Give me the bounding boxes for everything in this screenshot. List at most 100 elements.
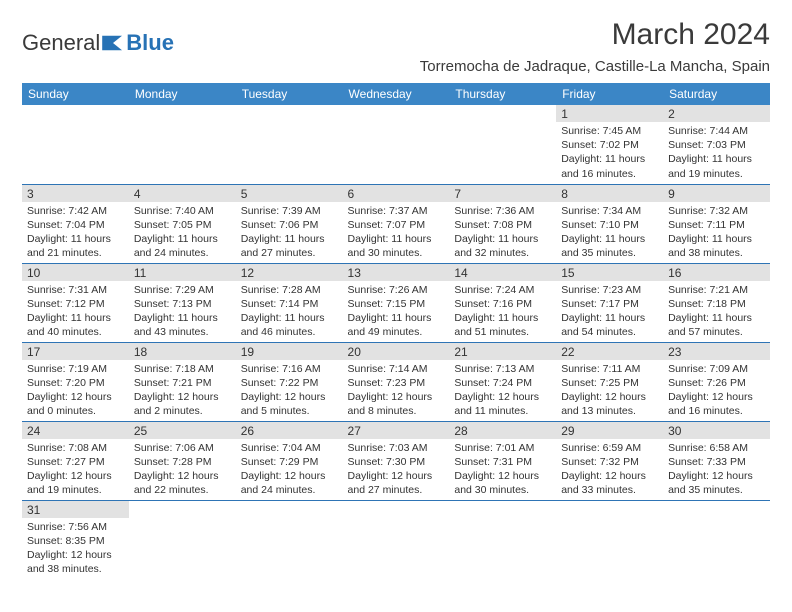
calendar-cell: 31 Sunrise: 7:56 AMSunset: 8:35 PMDayligh… — [22, 500, 129, 579]
logo-text-blue: Blue — [126, 30, 174, 56]
calendar-cell: 26 Sunrise: 7:04 AMSunset: 7:29 PMDayligh… — [236, 421, 343, 500]
day-number: 3 — [22, 185, 129, 202]
calendar-cell: 18Sunrise: 7:18 AMSunset: 7:21 PMDayligh… — [129, 342, 236, 421]
day-of-week-header: Saturday — [663, 83, 770, 105]
day-info: Sunrise: 7:56 AMSunset: 8:35 PMDaylight:… — [27, 520, 124, 577]
day-info: Sunrise: 7:40 AMSunset: 7:05 PMDaylight:… — [134, 204, 231, 261]
calendar-cell: 10 Sunrise: 7:31 AMSunset: 7:12 PMDayligh… — [22, 263, 129, 342]
day-info: Sunrise: 7:29 AMSunset: 7:13 PMDaylight:… — [134, 283, 231, 340]
day-number: 10 — [22, 264, 129, 281]
calendar-cell: 27 Sunrise: 7:03 AMSunset: 7:30 PMDayligh… — [343, 421, 450, 500]
day-info: Sunrise: 7:24 AMSunset: 7:16 PMDaylight:… — [454, 283, 551, 340]
calendar-cell: 12Sunrise: 7:28 AMSunset: 7:14 PMDayligh… — [236, 263, 343, 342]
calendar-cell: 9 Sunrise: 7:32 AMSunset: 7:11 PMDaylight… — [663, 184, 770, 263]
calendar-cell — [343, 500, 450, 579]
day-number: 27 — [343, 422, 450, 439]
day-of-week-header: Thursday — [449, 83, 556, 105]
day-info: Sunrise: 7:23 AMSunset: 7:17 PMDaylight:… — [561, 283, 658, 340]
logo-text-general: General — [22, 30, 100, 56]
title-block: March 2024 Torremocha de Jadraque, Casti… — [420, 18, 770, 75]
calendar-cell: 29 Sunrise: 6:59 AMSunset: 7:32 PMDayligh… — [556, 421, 663, 500]
calendar-cell: 4 Sunrise: 7:40 AMSunset: 7:05 PMDaylight… — [129, 184, 236, 263]
calendar-cell: 6Sunrise: 7:37 AMSunset: 7:07 PMDaylight… — [343, 184, 450, 263]
calendar-cell — [129, 500, 236, 579]
calendar-cell — [556, 500, 663, 579]
calendar-cell: 21 Sunrise: 7:13 AMSunset: 7:24 PMDayligh… — [449, 342, 556, 421]
day-number: 14 — [449, 264, 556, 281]
day-info: Sunrise: 7:36 AMSunset: 7:08 PMDaylight:… — [454, 204, 551, 261]
calendar-week-row: 24Sunrise: 7:08 AMSunset: 7:27 PMDayligh… — [22, 421, 770, 500]
day-info: Sunrise: 7:26 AMSunset: 7:15 PMDaylight:… — [348, 283, 445, 340]
calendar-cell — [663, 500, 770, 579]
calendar-cell: 23 Sunrise: 7:09 AMSunset: 7:26 PMDayligh… — [663, 342, 770, 421]
calendar-cell: 17 Sunrise: 7:19 AMSunset: 7:20 PMDayligh… — [22, 342, 129, 421]
calendar-cell: 11Sunrise: 7:29 AMSunset: 7:13 PMDayligh… — [129, 263, 236, 342]
calendar-cell: 19 Sunrise: 7:16 AMSunset: 7:22 PMDayligh… — [236, 342, 343, 421]
calendar-week-row: 1Sunrise: 7:45 AMSunset: 7:02 PMDaylight… — [22, 105, 770, 184]
calendar-week-row: 31 Sunrise: 7:56 AMSunset: 8:35 PMDayligh… — [22, 500, 770, 579]
day-number: 7 — [449, 185, 556, 202]
day-number: 28 — [449, 422, 556, 439]
day-info: Sunrise: 7:13 AMSunset: 7:24 PMDaylight:… — [454, 362, 551, 419]
month-title: March 2024 — [420, 18, 770, 52]
day-number: 18 — [129, 343, 236, 360]
day-number: 23 — [663, 343, 770, 360]
day-info: Sunrise: 7:19 AMSunset: 7:20 PMDaylight:… — [27, 362, 124, 419]
day-info: Sunrise: 7:03 AMSunset: 7:30 PMDaylight:… — [348, 441, 445, 498]
calendar-week-row: 10 Sunrise: 7:31 AMSunset: 7:12 PMDayligh… — [22, 263, 770, 342]
day-number: 17 — [22, 343, 129, 360]
day-info: Sunrise: 7:01 AMSunset: 7:31 PMDaylight:… — [454, 441, 551, 498]
day-number: 4 — [129, 185, 236, 202]
day-of-week-header: Tuesday — [236, 83, 343, 105]
day-info: Sunrise: 7:09 AMSunset: 7:26 PMDaylight:… — [668, 362, 765, 419]
calendar-cell: 1Sunrise: 7:45 AMSunset: 7:02 PMDaylight… — [556, 105, 663, 184]
day-number: 25 — [129, 422, 236, 439]
calendar-cell — [343, 105, 450, 184]
calendar-cell: 8 Sunrise: 7:34 AMSunset: 7:10 PMDaylight… — [556, 184, 663, 263]
day-number: 19 — [236, 343, 343, 360]
day-info: Sunrise: 7:42 AMSunset: 7:04 PMDaylight:… — [27, 204, 124, 261]
day-number: 6 — [343, 185, 450, 202]
day-info: Sunrise: 7:11 AMSunset: 7:25 PMDaylight:… — [561, 362, 658, 419]
calendar-cell: 16 Sunrise: 7:21 AMSunset: 7:18 PMDayligh… — [663, 263, 770, 342]
day-info: Sunrise: 7:06 AMSunset: 7:28 PMDaylight:… — [134, 441, 231, 498]
day-number: 8 — [556, 185, 663, 202]
calendar-cell: 2Sunrise: 7:44 AMSunset: 7:03 PMDaylight… — [663, 105, 770, 184]
day-of-week-header: Wednesday — [343, 83, 450, 105]
calendar-cell — [236, 500, 343, 579]
calendar-cell: 28 Sunrise: 7:01 AMSunset: 7:31 PMDayligh… — [449, 421, 556, 500]
day-info: Sunrise: 7:34 AMSunset: 7:10 PMDaylight:… — [561, 204, 658, 261]
day-number: 29 — [556, 422, 663, 439]
calendar-cell: 14 Sunrise: 7:24 AMSunset: 7:16 PMDayligh… — [449, 263, 556, 342]
calendar-cell: 7 Sunrise: 7:36 AMSunset: 7:08 PMDaylight… — [449, 184, 556, 263]
day-info: Sunrise: 7:16 AMSunset: 7:22 PMDaylight:… — [241, 362, 338, 419]
day-number: 24 — [22, 422, 129, 439]
calendar-cell: 5Sunrise: 7:39 AMSunset: 7:06 PMDaylight… — [236, 184, 343, 263]
calendar-body: 1Sunrise: 7:45 AMSunset: 7:02 PMDaylight… — [22, 105, 770, 579]
calendar-week-row: 17 Sunrise: 7:19 AMSunset: 7:20 PMDayligh… — [22, 342, 770, 421]
logo: General Blue — [22, 30, 174, 56]
calendar-cell: 24Sunrise: 7:08 AMSunset: 7:27 PMDayligh… — [22, 421, 129, 500]
day-info: Sunrise: 7:14 AMSunset: 7:23 PMDaylight:… — [348, 362, 445, 419]
calendar-cell — [236, 105, 343, 184]
day-info: Sunrise: 7:32 AMSunset: 7:11 PMDaylight:… — [668, 204, 765, 261]
calendar-cell: 3 Sunrise: 7:42 AMSunset: 7:04 PMDaylight… — [22, 184, 129, 263]
day-of-week-row: SundayMondayTuesdayWednesdayThursdayFrid… — [22, 83, 770, 105]
calendar-cell — [22, 105, 129, 184]
day-info: Sunrise: 6:58 AMSunset: 7:33 PMDaylight:… — [668, 441, 765, 498]
day-number: 12 — [236, 264, 343, 281]
calendar-cell — [129, 105, 236, 184]
day-number: 31 — [22, 501, 129, 518]
day-info: Sunrise: 7:21 AMSunset: 7:18 PMDaylight:… — [668, 283, 765, 340]
calendar-cell: 25 Sunrise: 7:06 AMSunset: 7:28 PMDayligh… — [129, 421, 236, 500]
day-number: 26 — [236, 422, 343, 439]
day-info: Sunrise: 7:04 AMSunset: 7:29 PMDaylight:… — [241, 441, 338, 498]
day-number: 16 — [663, 264, 770, 281]
day-info: Sunrise: 6:59 AMSunset: 7:32 PMDaylight:… — [561, 441, 658, 498]
day-info: Sunrise: 7:31 AMSunset: 7:12 PMDaylight:… — [27, 283, 124, 340]
day-of-week-header: Friday — [556, 83, 663, 105]
day-number: 21 — [449, 343, 556, 360]
calendar-cell: 22Sunrise: 7:11 AMSunset: 7:25 PMDayligh… — [556, 342, 663, 421]
day-number: 15 — [556, 264, 663, 281]
day-number: 9 — [663, 185, 770, 202]
